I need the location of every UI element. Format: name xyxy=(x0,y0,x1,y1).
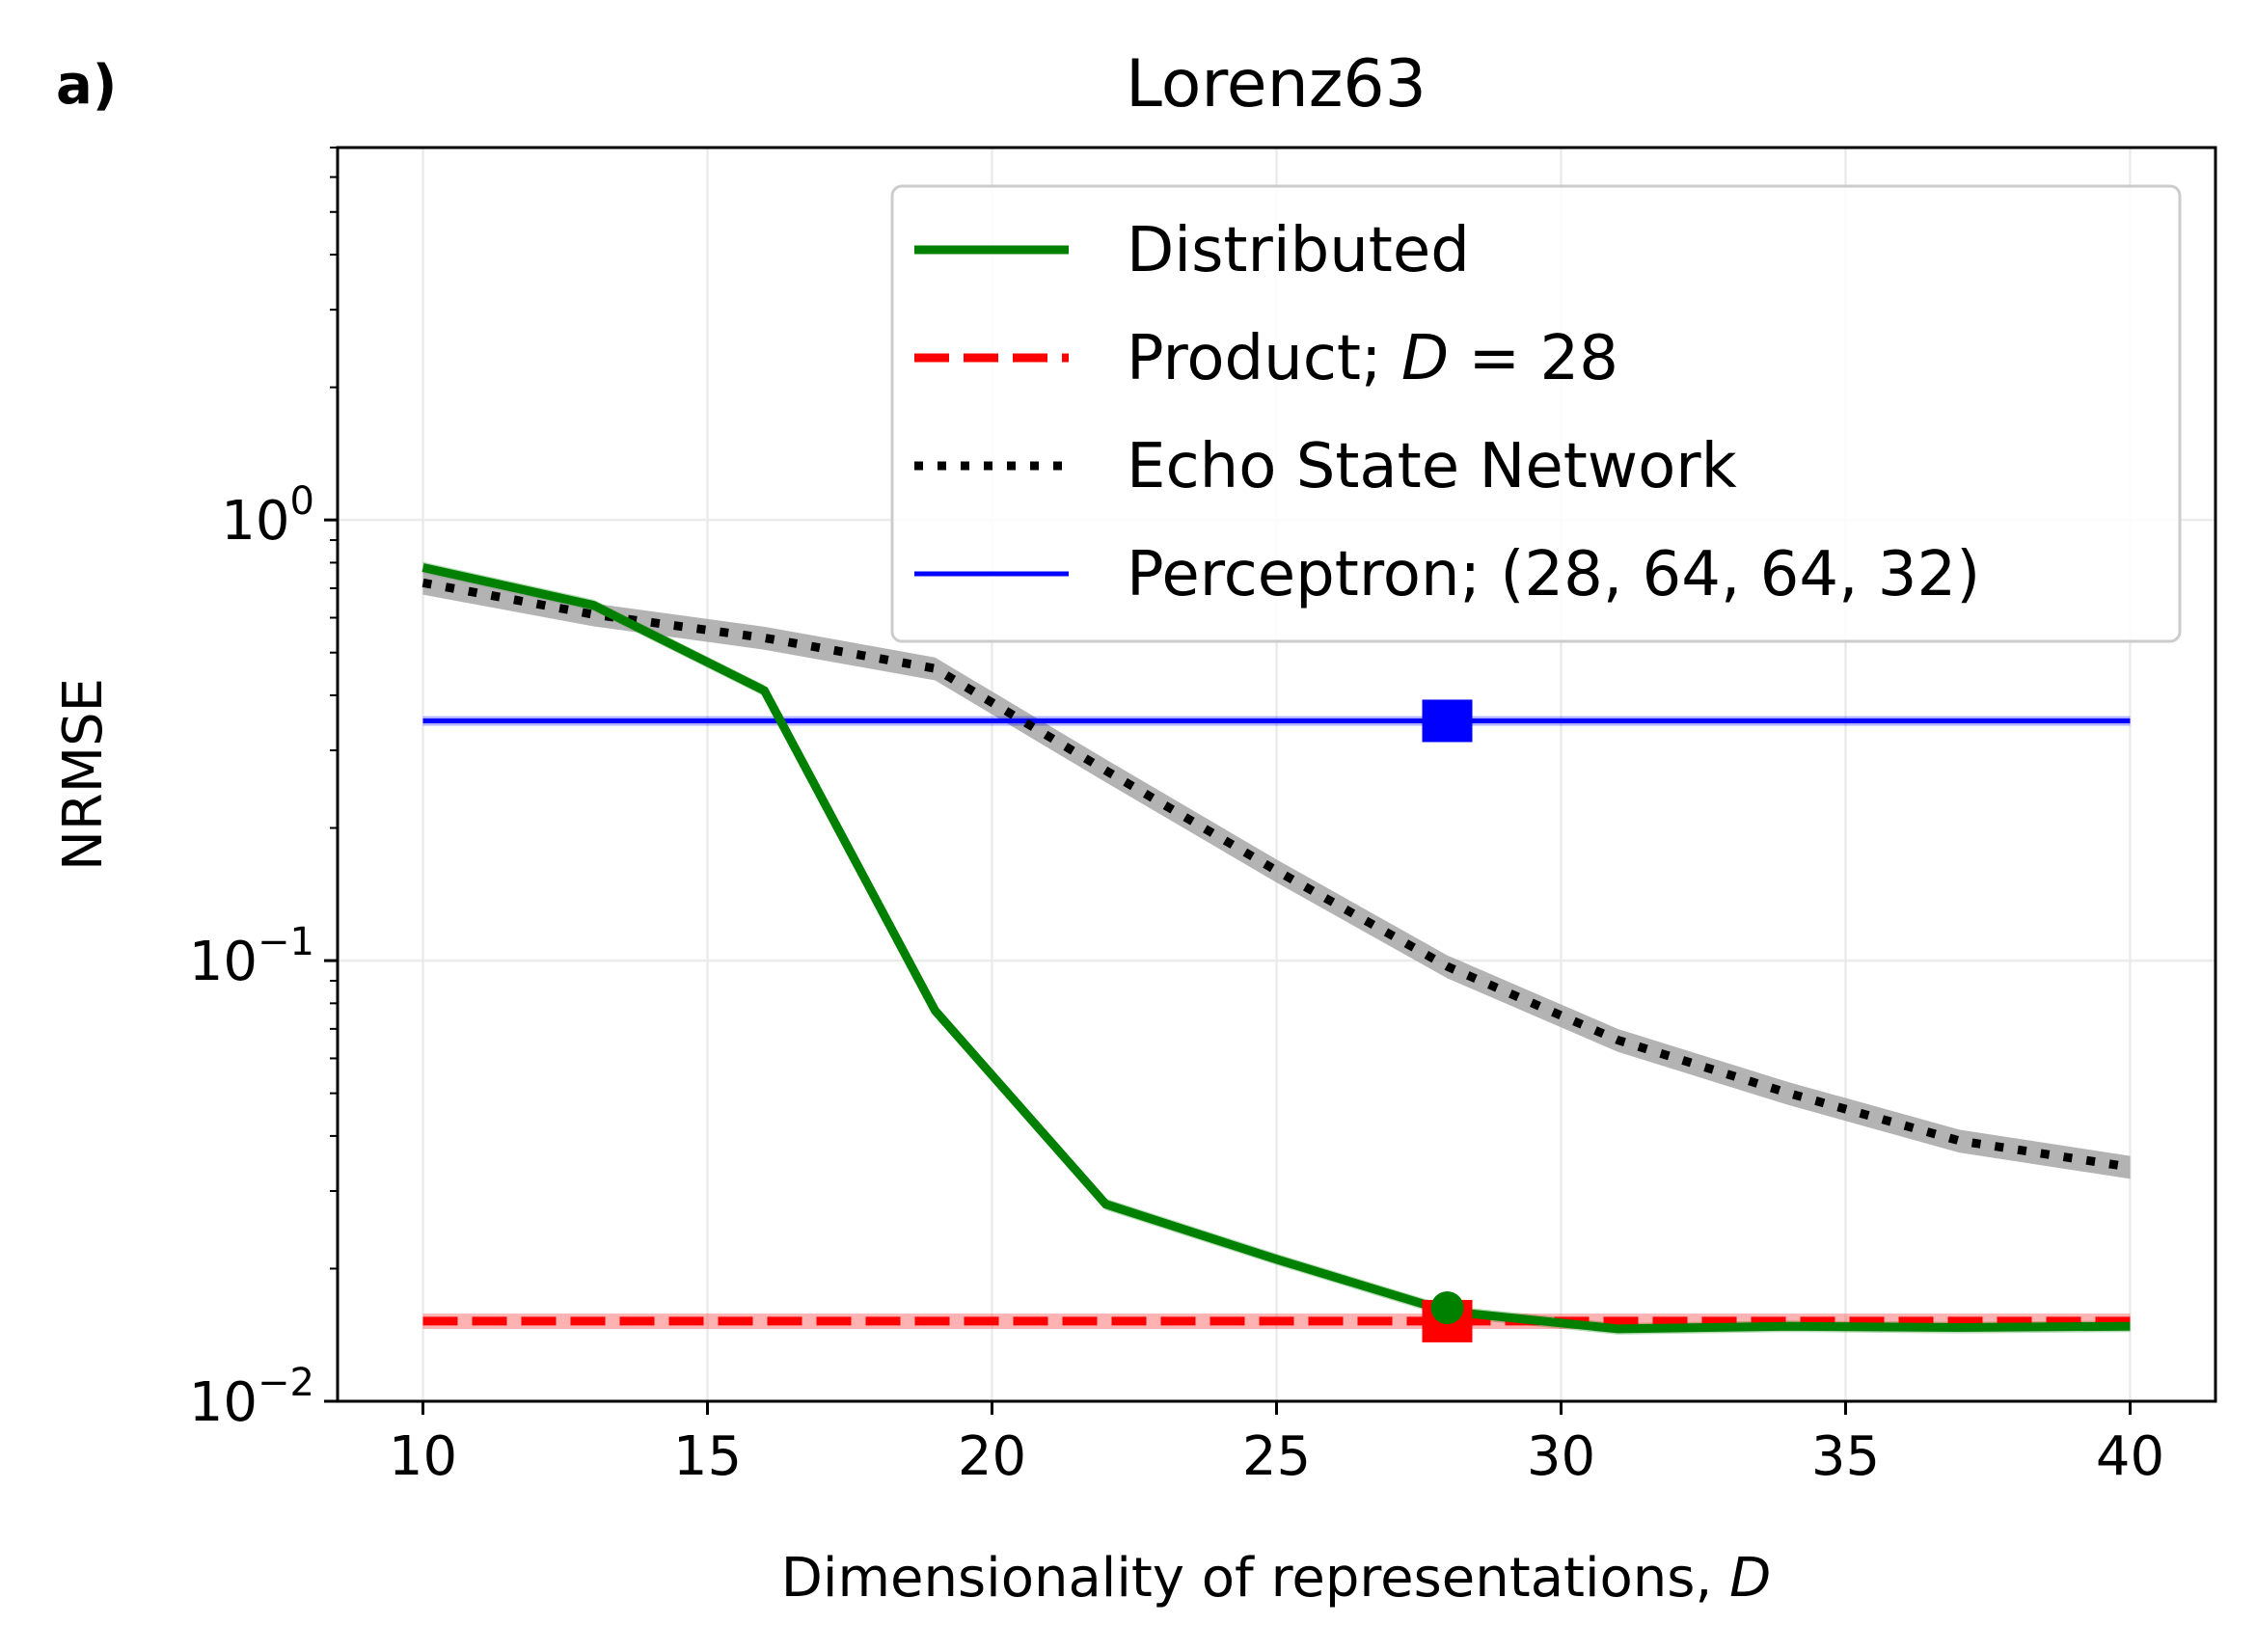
x-tick-label: 20 xyxy=(958,1425,1026,1488)
series-lines xyxy=(421,563,2132,1334)
x-axis-label: Dimensionality of representations, D xyxy=(781,1547,1771,1610)
x-tick-label: 15 xyxy=(673,1425,742,1488)
legend-label: Product; D = 28 xyxy=(1127,323,1618,394)
x-tick-label: 10 xyxy=(389,1425,457,1488)
series-markers xyxy=(1422,699,1473,1342)
legend-label: Perceptron; (28, 64, 64, 32) xyxy=(1127,539,1980,610)
series-marker xyxy=(1430,1291,1464,1325)
axis-ticks: 10 15 20 25 30 35 40 10−2 10−1 100 xyxy=(189,147,2164,1488)
legend-box xyxy=(890,184,2182,643)
series-marker xyxy=(1422,699,1473,743)
x-tick-label: 30 xyxy=(1527,1425,1595,1488)
x-tick-label: 35 xyxy=(1811,1425,1880,1488)
y-tick-label: 10−1 xyxy=(189,920,314,993)
series-line xyxy=(421,563,2131,1334)
series-line xyxy=(421,578,2132,1172)
confidence-band xyxy=(422,571,2131,1179)
panel-label: a) xyxy=(56,54,117,117)
y-tick-label: 100 xyxy=(221,479,314,553)
chart-title: Lorenz63 xyxy=(1126,46,1427,122)
legend-label: Echo State Network xyxy=(1127,431,1737,502)
y-axis-label: NRMSE xyxy=(52,678,115,871)
y-tick-label: 10−2 xyxy=(189,1361,314,1434)
legend: Distributed Product; D = 28 Echo State Net… xyxy=(890,184,2182,643)
x-tick-label: 40 xyxy=(2096,1425,2164,1488)
x-tick-label: 25 xyxy=(1242,1425,1311,1488)
legend-label: Distributed xyxy=(1127,215,1470,286)
